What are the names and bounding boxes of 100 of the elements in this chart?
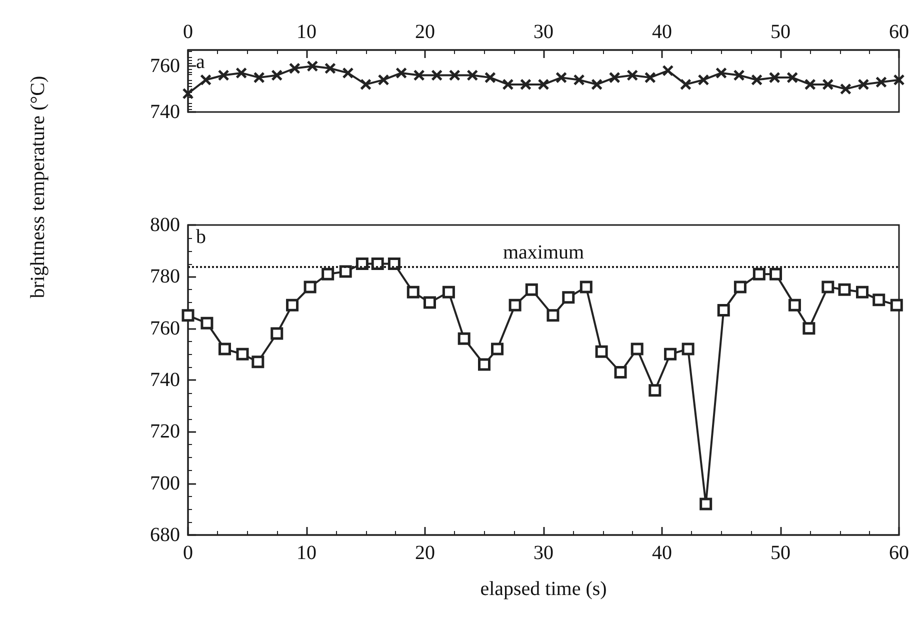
point <box>271 70 283 82</box>
point <box>822 78 834 90</box>
y-axis-title: brightness temperature (°C) <box>26 74 50 300</box>
point <box>520 78 532 90</box>
point <box>856 286 869 298</box>
x-tick-label: 20 <box>415 21 435 43</box>
point <box>270 327 284 340</box>
annotation: b <box>196 226 206 248</box>
x-tick-label: 10 <box>296 542 316 564</box>
point <box>630 342 644 356</box>
x-tick-label: 10 <box>296 21 316 43</box>
point <box>664 348 677 360</box>
point <box>431 70 443 82</box>
point <box>662 64 674 76</box>
point <box>484 72 496 84</box>
x-tick-label: 0 <box>183 21 193 43</box>
point <box>680 78 692 90</box>
x-tick-label: 60 <box>889 21 909 43</box>
point <box>423 296 436 309</box>
x-tick-label: 20 <box>415 542 435 564</box>
point <box>458 332 470 345</box>
point <box>768 72 780 84</box>
point <box>717 304 730 316</box>
point <box>378 74 390 86</box>
y-tick-label: 740 <box>150 101 180 123</box>
point <box>872 294 886 306</box>
point <box>288 62 300 74</box>
point <box>840 83 852 95</box>
point <box>252 356 264 368</box>
point <box>700 498 712 510</box>
point <box>413 70 425 82</box>
x-tick-label: 30 <box>534 542 554 564</box>
x-tick-label: 30 <box>534 21 554 43</box>
point <box>236 67 248 79</box>
ref-line-label: maximum <box>502 241 584 264</box>
point <box>304 280 316 294</box>
point <box>448 70 460 82</box>
point <box>770 268 782 280</box>
point <box>502 78 514 90</box>
point <box>339 265 352 278</box>
point <box>342 67 354 79</box>
point <box>356 258 368 270</box>
point <box>822 280 834 294</box>
point <box>786 72 798 84</box>
y-tick-label: 800 <box>150 214 180 236</box>
point <box>752 268 766 280</box>
point <box>322 268 334 280</box>
point <box>562 291 575 304</box>
x-tick-label: 60 <box>889 542 909 564</box>
point <box>698 74 710 86</box>
point <box>442 286 455 298</box>
x-tick-label: 50 <box>770 542 790 564</box>
point <box>591 78 603 90</box>
point <box>890 298 903 312</box>
point <box>734 280 746 294</box>
point <box>324 62 336 74</box>
point <box>893 74 905 86</box>
point <box>838 283 851 296</box>
point <box>218 342 231 356</box>
point <box>478 358 490 371</box>
point <box>546 309 560 322</box>
point <box>396 67 408 79</box>
x-axis-title: elapsed time (s) <box>480 578 607 600</box>
point <box>644 72 656 84</box>
point <box>580 280 592 294</box>
point <box>538 78 550 90</box>
y-tick-label: 780 <box>150 266 180 288</box>
x-tick-label: 50 <box>770 21 790 43</box>
point <box>573 74 585 86</box>
point <box>388 258 400 270</box>
point <box>466 70 478 82</box>
x-tick-label: 40 <box>652 542 672 564</box>
point <box>218 70 230 82</box>
point <box>751 74 763 86</box>
point <box>253 72 265 84</box>
point <box>608 72 620 84</box>
point <box>802 322 816 335</box>
y-tick-label: 700 <box>150 472 180 494</box>
point <box>491 342 504 356</box>
point <box>682 342 694 356</box>
y-tick-label: 760 <box>150 55 180 78</box>
point <box>508 298 522 312</box>
point <box>556 72 568 84</box>
y-tick-label: 740 <box>150 369 180 391</box>
point <box>182 88 194 100</box>
point <box>804 78 816 90</box>
point <box>525 283 538 296</box>
x-tick-label: 0 <box>183 542 193 564</box>
point <box>788 298 801 312</box>
y-tick-label: 680 <box>150 524 180 546</box>
point <box>626 70 638 82</box>
point <box>595 345 608 358</box>
point <box>614 366 627 378</box>
point <box>182 309 194 322</box>
point <box>733 70 745 82</box>
point <box>875 76 887 88</box>
y-tick-label: 720 <box>150 420 180 443</box>
annotation: a <box>196 51 205 73</box>
point <box>858 78 870 90</box>
y-tick-label: 760 <box>150 317 180 340</box>
